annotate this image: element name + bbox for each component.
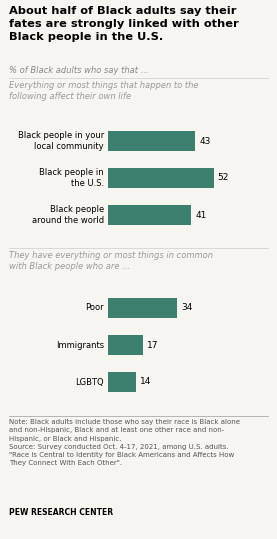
Text: 52: 52 (218, 174, 229, 183)
Bar (108, 205, 191, 225)
Text: Immigrants: Immigrants (56, 341, 104, 349)
Text: About half of Black adults say their
fates are strongly linked with other
Black : About half of Black adults say their fat… (9, 6, 239, 42)
Text: Black people in
the U.S.: Black people in the U.S. (39, 168, 104, 188)
Bar (108, 372, 137, 392)
Bar (108, 335, 143, 355)
Text: Black people
around the world: Black people around the world (32, 205, 104, 225)
Text: LGBTQ: LGBTQ (75, 377, 104, 386)
Bar (108, 131, 195, 151)
Text: 43: 43 (199, 136, 211, 146)
Text: Note: Black adults include those who say their race is Black alone
and non-Hispa: Note: Black adults include those who say… (9, 419, 240, 466)
Text: 17: 17 (147, 341, 158, 349)
Text: PEW RESEARCH CENTER: PEW RESEARCH CENTER (9, 508, 113, 517)
Bar (108, 298, 177, 318)
Text: 34: 34 (181, 303, 193, 313)
Text: Black people in your
local community: Black people in your local community (18, 131, 104, 151)
Bar (108, 168, 214, 188)
Text: Everything or most things that happen to the
following affect their own life: Everything or most things that happen to… (9, 81, 199, 101)
Text: 41: 41 (195, 211, 207, 219)
Text: They have everything or most things in common
with Black people who are ...: They have everything or most things in c… (9, 251, 213, 271)
Text: Poor: Poor (85, 303, 104, 313)
Text: % of Black adults who say that ...: % of Black adults who say that ... (9, 66, 148, 75)
Text: 14: 14 (140, 377, 152, 386)
